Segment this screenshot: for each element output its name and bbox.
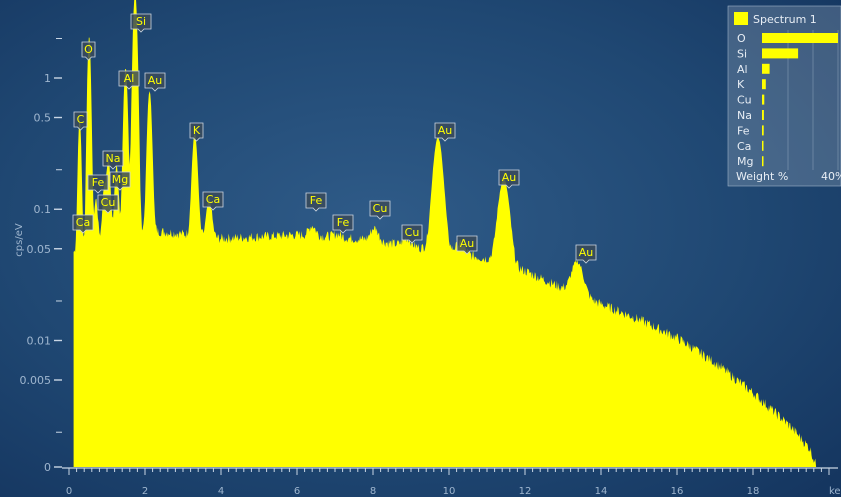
svg-text:Mg: Mg <box>112 173 128 186</box>
svg-text:Fe: Fe <box>92 176 105 189</box>
legend-element-label: Si <box>737 47 747 60</box>
peak-label: O <box>81 41 96 61</box>
legend-element-label: Cu <box>737 94 752 107</box>
y-tick-label: 0.01 <box>27 334 52 347</box>
svg-text:Cu: Cu <box>373 202 388 215</box>
svg-text:Cu: Cu <box>101 196 116 209</box>
y-tick-label: 0 <box>44 461 51 474</box>
peak-label: Au <box>498 169 520 189</box>
svg-text:Au: Au <box>438 124 453 137</box>
legend-element-label: Mg <box>737 155 753 168</box>
peak-label: Ca <box>72 214 94 234</box>
peak-label: Cu <box>369 200 391 220</box>
x-tick-label: 12 <box>519 486 532 497</box>
y-tick-label: 1 <box>44 72 51 85</box>
spectrum-area <box>73 0 829 467</box>
y-tick-label: 0.5 <box>34 112 52 125</box>
legend-series-name: Spectrum 1 <box>753 13 817 26</box>
legend-element-label: Fe <box>737 124 750 137</box>
svg-text:K: K <box>193 124 201 137</box>
peak-label: Mg <box>109 171 131 191</box>
peak-label: Cu <box>401 224 423 244</box>
peak-label: Al <box>118 70 140 90</box>
peak-label: Na <box>102 150 124 170</box>
legend-weight-bar <box>762 140 764 151</box>
y-tick-label: 0.005 <box>20 374 52 387</box>
peak-label: Au <box>456 235 478 255</box>
x-tick-label: 16 <box>671 486 684 497</box>
x-tick-label: 6 <box>294 486 300 497</box>
svg-text:Al: Al <box>124 72 135 85</box>
legend-weight-bar <box>762 125 764 136</box>
y-tick-label: 0.1 <box>34 203 52 216</box>
peak-label: K <box>189 122 204 142</box>
legend-weight-bar <box>762 110 764 120</box>
svg-text:Au: Au <box>148 74 163 87</box>
svg-text:Au: Au <box>502 171 517 184</box>
legend-swatch <box>734 12 748 25</box>
peak-label: Cu <box>97 194 119 214</box>
svg-text:O: O <box>84 43 93 56</box>
spectrum-layer <box>73 0 829 467</box>
x-tick-label: 2 <box>142 486 148 497</box>
legend-element-label: K <box>737 78 745 91</box>
x-tick-label: 14 <box>595 486 608 497</box>
legend-weight-bar <box>762 63 770 74</box>
legend: Spectrum 1 O Si Al K Cu Na Fe Ca Mg Weight % 40% <box>727 5 841 187</box>
x-tick-label: 0 <box>66 486 72 497</box>
peak-label: C <box>73 111 88 131</box>
x-tick-label: 4 <box>218 486 224 497</box>
legend-weight-bar <box>762 156 764 167</box>
legend-weight-bar <box>762 33 838 43</box>
y-tick-label: 0.05 <box>27 243 52 256</box>
legend-element-label: O <box>737 32 746 45</box>
svg-text:C: C <box>77 113 85 126</box>
svg-text:Au: Au <box>460 237 475 250</box>
peak-label: Au <box>575 244 597 264</box>
peak-label: Fe <box>332 214 354 234</box>
x-tick-label: 10 <box>443 486 456 497</box>
y-axis-label: cps/eV <box>14 223 25 257</box>
legend-element-label: Ca <box>737 140 751 153</box>
legend-weight-bar <box>762 94 765 105</box>
svg-text:Na: Na <box>106 152 121 165</box>
svg-text:Si: Si <box>136 15 146 28</box>
svg-text:Fe: Fe <box>310 194 323 207</box>
svg-text:Cu: Cu <box>405 226 420 239</box>
peak-label: Fe <box>87 174 109 194</box>
legend-footer-max: 40% <box>821 170 841 183</box>
x-tick-label: 18 <box>747 486 760 497</box>
x-axis-label: ke <box>829 486 841 497</box>
x-tick-label: 8 <box>370 486 376 497</box>
legend-footer-label: Weight % <box>736 170 788 183</box>
legend-element-label: Al <box>737 63 748 76</box>
peak-label: Si <box>130 13 152 33</box>
svg-text:Ca: Ca <box>206 193 220 206</box>
svg-text:Fe: Fe <box>337 216 350 229</box>
legend-weight-bar <box>762 79 766 90</box>
svg-text:Ca: Ca <box>76 216 90 229</box>
peak-label: Au <box>144 72 166 92</box>
svg-text:Au: Au <box>579 246 594 259</box>
peak-label: Ca <box>202 191 224 211</box>
peak-label: Au <box>434 122 456 142</box>
legend-weight-bar <box>762 48 799 59</box>
legend-element-label: Na <box>737 109 752 122</box>
peak-label: Fe <box>305 192 327 212</box>
